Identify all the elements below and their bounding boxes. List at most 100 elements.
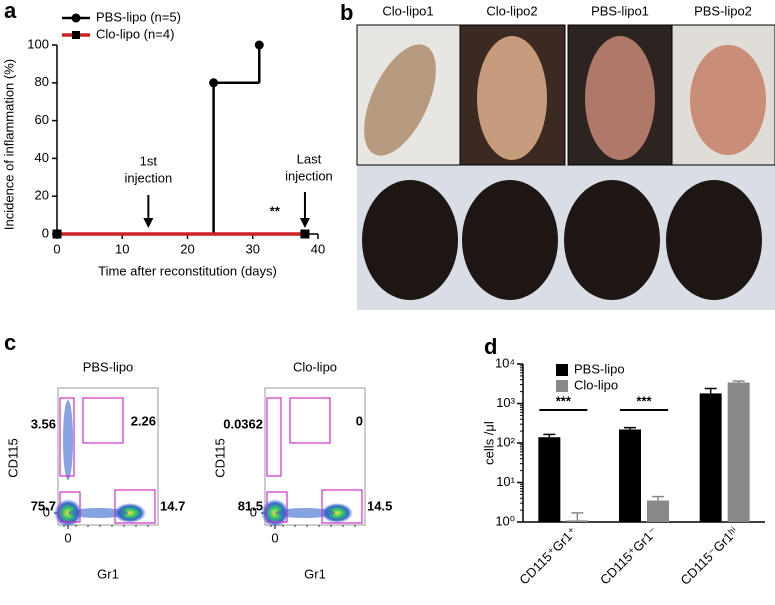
bar bbox=[699, 393, 722, 522]
gate-label: 75.7 bbox=[31, 498, 56, 513]
y-tick-label: 0 bbox=[250, 504, 257, 519]
gate-label: 2.26 bbox=[131, 413, 156, 428]
legend-marker bbox=[72, 31, 80, 39]
gate bbox=[289, 397, 331, 444]
annotation: 1st bbox=[140, 153, 158, 168]
legend-swatch bbox=[556, 364, 568, 376]
photo: Clo-lipo1 Clo-lipo2 PBS-lipo1 PBS-lipo2 bbox=[356, 3, 775, 310]
plot-title: Clo-lipo bbox=[293, 359, 337, 374]
x-axis-title: Gr1 bbox=[304, 566, 326, 581]
y-tick-label: 60 bbox=[35, 112, 49, 127]
y-tick-label: 10⁰ bbox=[495, 513, 515, 528]
panel-letter: b bbox=[340, 0, 353, 25]
marker bbox=[52, 229, 62, 239]
significance: *** bbox=[636, 393, 652, 408]
marker bbox=[209, 78, 219, 88]
annotation: injection bbox=[124, 170, 172, 185]
panel-letter: c bbox=[4, 330, 16, 355]
legend-marker bbox=[71, 13, 81, 23]
mouse bbox=[564, 180, 660, 300]
y-tick-label: 80 bbox=[35, 74, 49, 89]
gate-label: 14.5 bbox=[367, 498, 392, 513]
x-tick-label: 0 bbox=[53, 241, 60, 256]
annotation: ** bbox=[270, 203, 281, 218]
population bbox=[114, 503, 146, 523]
y-axis-title: CD115 bbox=[212, 438, 227, 478]
x-axis-title: Time after reconstitution (days) bbox=[98, 263, 277, 278]
legend-label: Clo-lipo (n=4) bbox=[96, 26, 174, 41]
y-axis-title: cells /μl bbox=[481, 421, 496, 465]
ear bbox=[690, 45, 766, 155]
significance: *** bbox=[556, 393, 572, 408]
plot-frame bbox=[57, 387, 159, 526]
plot-frame bbox=[264, 387, 366, 526]
legend-label: Clo-lipo bbox=[574, 377, 618, 392]
gate bbox=[82, 397, 124, 444]
photo-label: PBS-lipo2 bbox=[694, 3, 752, 18]
y-tick-label: 0 bbox=[42, 225, 49, 240]
legend-swatch bbox=[556, 380, 568, 392]
gate bbox=[266, 491, 288, 523]
gate bbox=[321, 489, 363, 524]
marker bbox=[300, 229, 310, 239]
photo-label: Clo-lipo2 bbox=[486, 3, 537, 18]
x-tick-label: 10 bbox=[115, 241, 129, 256]
arrow-head bbox=[299, 218, 310, 228]
bar bbox=[619, 429, 641, 522]
bar bbox=[538, 437, 561, 522]
x-tick-label: CD115⁺Gr1⁺ bbox=[516, 524, 580, 588]
population bbox=[63, 400, 73, 480]
x-tick-label: 30 bbox=[246, 241, 260, 256]
mouse bbox=[362, 180, 458, 300]
x-tick-label: CD115⁺Gr1⁻ bbox=[597, 524, 661, 588]
marker bbox=[254, 40, 264, 50]
x-tick-label: 0 bbox=[64, 530, 71, 545]
y-tick-label: 10³ bbox=[496, 395, 515, 410]
gate-label: 3.56 bbox=[31, 416, 56, 431]
y-tick-label: 40 bbox=[35, 150, 49, 165]
ear bbox=[364, 44, 436, 156]
panel-letter: a bbox=[4, 0, 17, 23]
ear bbox=[585, 36, 655, 160]
gate bbox=[114, 489, 156, 524]
plot-title: PBS-lipo bbox=[83, 359, 134, 374]
x-tick-label: 40 bbox=[311, 241, 325, 256]
population bbox=[68, 508, 128, 518]
y-tick-label: 0 bbox=[43, 504, 50, 519]
gate-label: 14.7 bbox=[160, 498, 185, 513]
arrow-head bbox=[143, 218, 154, 228]
gate bbox=[59, 491, 81, 523]
gate bbox=[266, 397, 282, 477]
bar bbox=[566, 520, 589, 522]
y-tick-label: 10¹ bbox=[496, 474, 515, 489]
y-tick-label: 100 bbox=[27, 36, 49, 51]
mouse bbox=[666, 180, 762, 300]
gate bbox=[59, 397, 75, 477]
y-tick-label: 10⁴ bbox=[495, 355, 515, 370]
x-tick-label: CD115⁻Gr1ʰⁱ bbox=[677, 524, 741, 588]
y-axis-title: Incidence of inflammation (%) bbox=[1, 59, 16, 230]
ear bbox=[477, 36, 547, 160]
panel-letter: d bbox=[484, 334, 497, 359]
x-axis-title: Gr1 bbox=[97, 566, 119, 581]
photo-label: PBS-lipo1 bbox=[591, 3, 649, 18]
gate-label: 0 bbox=[356, 413, 363, 428]
population bbox=[321, 503, 353, 523]
x-tick-label: 0 bbox=[271, 530, 278, 545]
bar bbox=[647, 500, 669, 522]
y-axis-title: CD115 bbox=[5, 438, 20, 478]
photo-label: Clo-lipo1 bbox=[382, 3, 433, 18]
population bbox=[275, 508, 335, 518]
y-tick-label: 10² bbox=[496, 434, 515, 449]
mouse bbox=[462, 180, 558, 300]
annotation: injection bbox=[285, 168, 333, 183]
y-tick-label: 20 bbox=[35, 188, 49, 203]
gate-label: 81.5 bbox=[238, 498, 263, 513]
annotation: Last bbox=[297, 151, 322, 166]
legend-label: PBS-lipo (n=5) bbox=[96, 9, 181, 24]
x-tick-label: 20 bbox=[180, 241, 194, 256]
legend-label: PBS-lipo bbox=[574, 361, 625, 376]
bar bbox=[727, 382, 750, 522]
